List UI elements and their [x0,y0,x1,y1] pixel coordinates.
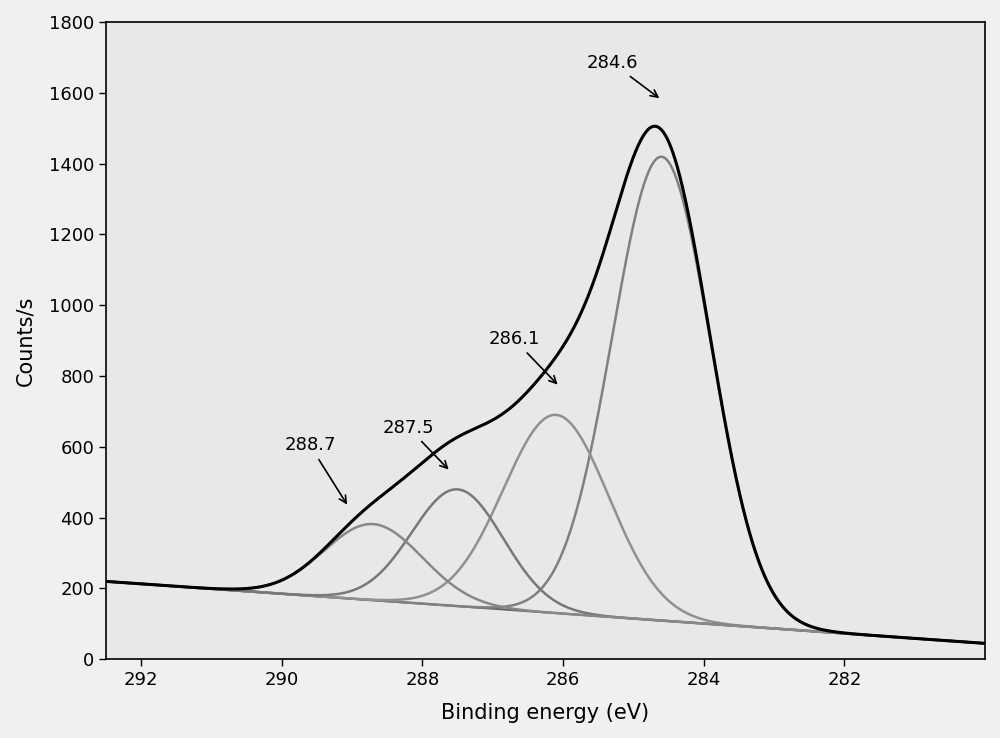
Y-axis label: Counts/s: Counts/s [15,295,35,386]
X-axis label: Binding energy (eV): Binding energy (eV) [441,703,650,723]
Text: 288.7: 288.7 [284,436,346,503]
Text: 286.1: 286.1 [488,330,556,383]
Text: 287.5: 287.5 [383,418,447,469]
Text: 284.6: 284.6 [587,54,658,97]
